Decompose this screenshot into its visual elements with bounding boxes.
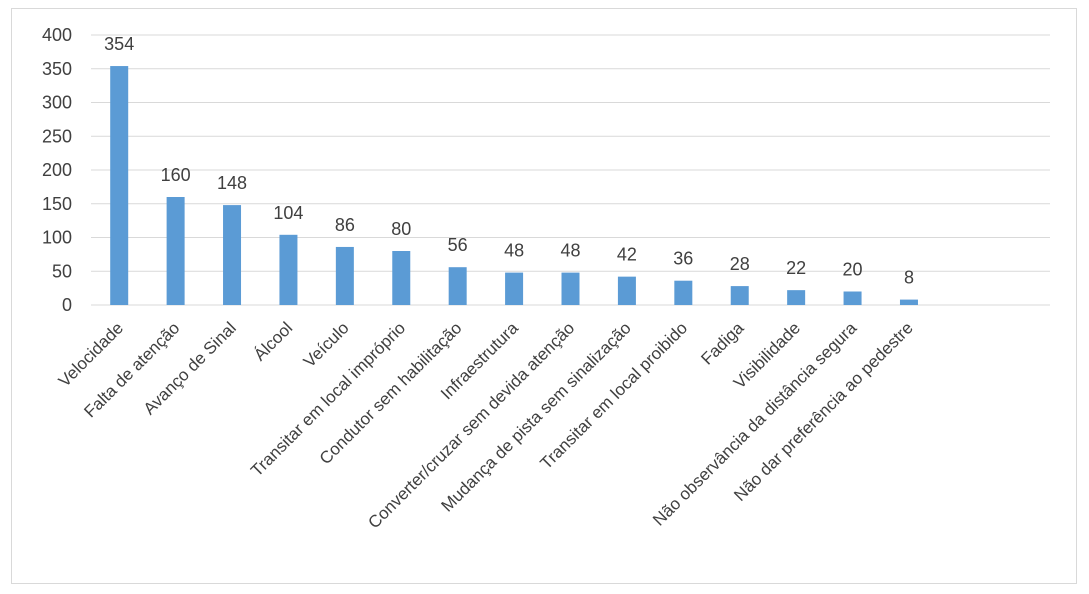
data-label: 148: [217, 173, 247, 193]
data-label: 104: [273, 203, 303, 223]
bar: [505, 272, 524, 305]
bars: [110, 66, 918, 305]
gridlines: [91, 34, 1050, 306]
y-tick-label: 300: [42, 93, 72, 113]
data-label: 20: [843, 260, 863, 280]
bar: [730, 286, 749, 305]
bar: [787, 290, 806, 305]
y-tick-label: 350: [42, 59, 72, 79]
category-label: Converter/cruzar sem devida atenção: [364, 318, 578, 532]
bar: [279, 234, 298, 305]
y-tick-label: 400: [42, 25, 72, 45]
bar: [392, 251, 411, 305]
data-label: 86: [335, 215, 355, 235]
category-label: Álcool: [250, 318, 296, 364]
y-tick-label: 200: [42, 160, 72, 180]
data-label: 22: [786, 258, 806, 278]
data-label: 80: [391, 219, 411, 239]
bar: [843, 291, 862, 305]
bar: [110, 66, 129, 305]
category-label: Não observância da distância segura: [649, 318, 861, 530]
data-label: 8: [904, 268, 914, 288]
y-tick-label: 100: [42, 228, 72, 248]
bar: [166, 197, 185, 305]
y-tick-label: 150: [42, 194, 72, 214]
data-label: 36: [673, 249, 693, 269]
bar: [674, 280, 693, 305]
data-label: 42: [617, 245, 637, 265]
category-label: Falta de atenção: [80, 318, 183, 421]
data-label: 56: [448, 235, 468, 255]
bar: [335, 246, 354, 305]
data-label: 48: [560, 241, 580, 261]
bar: [448, 267, 467, 305]
data-label: 354: [104, 34, 134, 54]
y-tick-label: 250: [42, 126, 72, 146]
bar: [899, 299, 918, 305]
data-labels: 354 160 148 104 86 80 56 48 48 42 36 28 22 20 8: [104, 34, 914, 288]
y-tick-label: 50: [52, 261, 72, 281]
bar: [223, 205, 242, 305]
data-label: 160: [161, 165, 191, 185]
data-label: 28: [730, 254, 750, 274]
bar: [561, 272, 580, 305]
chart-frame: [11, 8, 1077, 584]
y-tick-label: 0: [62, 295, 72, 315]
bar: [617, 276, 636, 305]
category-label: Veículo: [300, 318, 353, 371]
category-label: Fadiga: [697, 318, 748, 369]
y-axis-ticks: 0 50 100 150 200 250 300 350 400: [42, 25, 72, 315]
data-label: 48: [504, 241, 524, 261]
